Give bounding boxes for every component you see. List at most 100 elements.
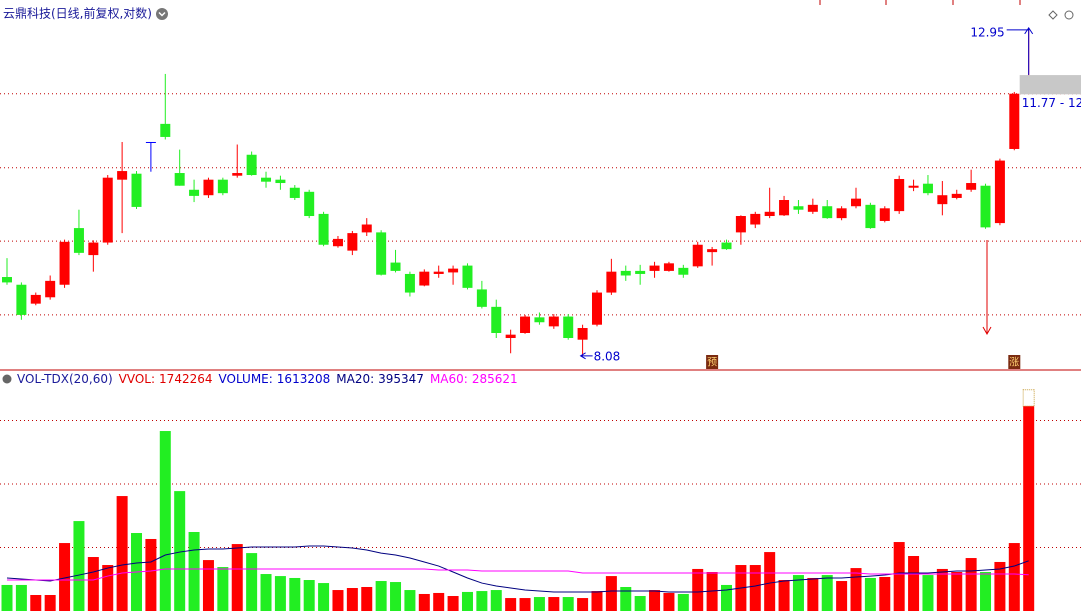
candle-body — [88, 242, 99, 256]
volume-bar — [102, 565, 114, 611]
volume-bar — [476, 591, 488, 611]
candle-body — [174, 173, 185, 186]
volume-bar — [620, 586, 632, 611]
candle-body — [606, 271, 617, 293]
volume-bar — [159, 431, 171, 611]
candle-body — [102, 177, 113, 243]
volume-bar — [404, 590, 416, 611]
volume-bar — [936, 568, 948, 611]
candle-body — [246, 154, 257, 176]
candle-body — [548, 316, 559, 327]
volume-bar — [577, 598, 589, 611]
indicator-icon[interactable] — [2, 374, 12, 384]
candle-body — [922, 183, 933, 194]
candle-body — [189, 189, 200, 196]
legend-value: 395347 — [378, 372, 424, 386]
candle-body — [620, 270, 631, 276]
ma-line — [7, 568, 1029, 581]
volume-bar — [562, 597, 574, 611]
candle-body — [865, 204, 876, 229]
candle-body — [591, 292, 602, 325]
diamond-icon[interactable] — [1048, 10, 1058, 20]
volume-bar — [836, 581, 848, 611]
candle-body — [951, 193, 962, 198]
candle-body — [764, 211, 775, 217]
candle-body — [217, 179, 228, 194]
legend-label: VVOL: — [119, 372, 155, 386]
indicator-title: VOL-TDX(20,60) — [17, 372, 113, 386]
signal-arrow — [982, 240, 992, 336]
volume-bar — [246, 553, 258, 611]
candle-body — [145, 141, 156, 143]
legend-label: MA20: — [336, 372, 374, 386]
volume-bar — [30, 594, 42, 611]
volume-bar — [591, 591, 603, 611]
candle-body — [59, 241, 70, 285]
volume-bar — [649, 590, 661, 611]
candle-body — [635, 270, 646, 274]
volume-bar — [145, 538, 157, 611]
candle-body — [30, 294, 41, 304]
volume-bar — [231, 544, 243, 611]
event-marker-label: 涨 — [1009, 357, 1019, 369]
candle-body — [937, 195, 948, 205]
candle-body — [318, 213, 329, 245]
virtual-volume — [1022, 389, 1035, 407]
volume-bar — [879, 576, 891, 611]
candle-body — [117, 171, 128, 180]
candle-body — [491, 306, 502, 333]
candle-body — [750, 213, 761, 225]
volume-bar — [361, 586, 373, 611]
volume-bar — [994, 561, 1006, 611]
volume-bar — [87, 557, 99, 611]
volume-bar — [375, 581, 387, 611]
candle-body — [505, 334, 516, 339]
candle-body — [649, 265, 660, 271]
volume-bar — [533, 597, 545, 611]
candle-body — [721, 242, 732, 250]
legend-value: 285621 — [472, 372, 518, 386]
volume-bar — [721, 584, 732, 611]
candle-body — [851, 198, 862, 207]
volume-bar — [778, 580, 790, 611]
volume-bar — [490, 590, 502, 611]
volume-bar — [922, 575, 934, 611]
candle-body — [376, 232, 387, 275]
candle-body — [707, 249, 718, 253]
candle-body — [793, 206, 804, 210]
candle-body — [73, 228, 84, 253]
dropdown-icon[interactable] — [156, 8, 168, 20]
volume-bar — [289, 577, 301, 611]
volume-bar — [260, 574, 272, 611]
volume-bar — [461, 591, 473, 611]
circle-icon[interactable] — [1064, 10, 1074, 20]
high-arrow — [1006, 26, 1034, 75]
volume-bar — [274, 576, 286, 611]
candle-body — [908, 185, 919, 188]
volume-bar — [951, 572, 963, 611]
high-label: 12.95 — [970, 25, 1004, 39]
candle-body — [203, 179, 214, 196]
indicator-header: VOL-TDX(20,60) VVOL: 1742264 VOLUME: 1613208… — [17, 372, 518, 386]
volume-bar — [663, 592, 675, 611]
volume-bar — [44, 594, 56, 611]
volume-bar — [116, 496, 128, 611]
volume-bar — [1008, 543, 1020, 611]
candle-body — [45, 280, 56, 298]
candle-body — [836, 208, 847, 219]
candle-body — [404, 273, 415, 293]
volume-bar — [303, 580, 315, 611]
candle-body — [476, 289, 487, 307]
candle-body — [966, 183, 977, 190]
candle-body — [347, 233, 358, 251]
candle-body — [433, 271, 444, 274]
candle-body — [1009, 93, 1020, 149]
volume-bar — [73, 521, 85, 611]
candle-body — [332, 238, 343, 247]
volume-bar — [548, 597, 560, 611]
event-marker-label: 预 — [707, 357, 717, 369]
candle-body — [894, 179, 905, 212]
volume-bar — [692, 568, 704, 611]
